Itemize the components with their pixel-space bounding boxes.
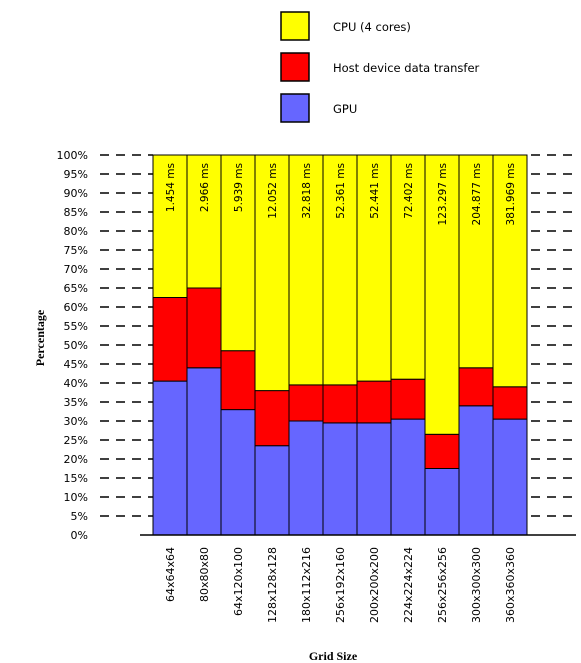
bar-value-label: 204.877 ms [471,163,483,225]
legend: CPU (4 cores) Host device data transfer GP… [280,11,480,123]
bar-labels: 1.454 ms 2.966 ms 5.939 ms 12.052 ms 32.818 … [165,163,517,225]
bar-segment [458,154,494,369]
bar-segment [424,433,460,469]
y-tick-label: 50% [64,339,88,352]
bar-segment [390,418,426,536]
x-tick-label: 256x256x256 [436,547,449,623]
legend-label: CPU (4 cores) [333,20,411,34]
bar-segment [322,154,358,386]
bar-segment [356,380,392,424]
y-tick-label: 30% [64,415,88,428]
y-tick-label: 75% [64,244,88,257]
x-tick-label: 224x224x224 [402,547,415,623]
bar-segment [254,154,290,392]
bar-value-label: 1.454 ms [165,163,177,212]
y-axis: 0% 5% 10% 15% 20% 25% 30% 35% 40% 45% 50% 55% 60% 65%… [57,149,88,542]
bar-segment [390,154,426,380]
y-tick-label: 5% [71,510,88,523]
bar-segment [424,468,460,536]
bar-segment [254,390,290,447]
y-tick-label: 45% [64,358,88,371]
y-tick-label: 25% [64,434,88,447]
x-tick-label: 64x120x100 [232,547,245,616]
legend-swatch [280,11,310,41]
bar-value-label: 381.969 ms [505,163,517,225]
bar-segment [322,384,358,424]
gridlines [100,154,575,517]
y-tick-label: 80% [64,225,88,238]
bar-segment [492,154,528,388]
bar-value-label: 12.052 ms [267,163,279,219]
legend-swatch [280,93,310,123]
y-axis-title: Percentage [33,309,47,366]
bar-value-label: 2.966 ms [199,163,211,212]
bar-segment [424,154,460,435]
x-axis-title: Grid Size [309,649,358,663]
y-tick-label: 100% [57,149,88,162]
x-tick-label: 360x360x360 [504,547,517,623]
bar-segment [254,445,290,536]
bar-segment [220,409,256,536]
bar-segment [152,380,188,536]
bar-segment [186,154,222,289]
bar-value-label: 52.441 ms [369,163,381,219]
bar-segment [458,367,494,407]
y-tick-label: 65% [64,282,88,295]
bar-segment [186,367,222,536]
bar-value-label: 123.297 ms [437,163,449,225]
x-tick-label: 256x192x160 [334,547,347,623]
y-tick-label: 20% [64,453,88,466]
bars [152,154,528,536]
bar-value-label: 72.402 ms [403,163,415,219]
x-axis: 64x64x64 80x80x80 64x120x100 128x128x128 180… [140,534,576,623]
x-tick-label: 200x200x200 [368,547,381,623]
bar-segment [288,384,324,422]
y-tick-label: 95% [64,168,88,181]
y-tick-label: 10% [64,491,88,504]
legend-label: GPU [333,102,357,116]
y-tick-label: 60% [64,301,88,314]
bar-value-label: 52.361 ms [335,163,347,219]
y-tick-label: 90% [64,187,88,200]
bar-segment [288,420,324,536]
y-tick-label: 70% [64,263,88,276]
y-tick-label: 40% [64,377,88,390]
legend-swatch [280,52,310,82]
y-tick-label: 35% [64,396,88,409]
x-tick-label: 300x300x300 [470,547,483,623]
x-tick-label: 180x112x216 [300,547,313,623]
y-tick-label: 0% [71,529,88,542]
x-tick-label: 80x80x80 [198,547,211,602]
x-tick-label: 128x128x128 [266,547,279,623]
bar-segment [390,378,426,420]
bar-segment [220,350,256,411]
bar-value-label: 32.818 ms [301,163,313,219]
y-tick-label: 85% [64,206,88,219]
y-tick-label: 15% [64,472,88,485]
bar-segment [322,422,358,536]
bar-segment [288,154,324,386]
bar-segment [492,418,528,536]
bar-segment [356,422,392,536]
bar-segment [186,287,222,369]
x-tick-label: 64x64x64 [164,547,177,602]
bar-segment [458,405,494,536]
bar-segment [152,297,188,382]
bar-value-label: 5.939 ms [233,163,245,212]
bar-segment [492,386,528,420]
y-tick-label: 55% [64,320,88,333]
legend-label: Host device data transfer [333,61,480,75]
bar-segment [356,154,392,382]
